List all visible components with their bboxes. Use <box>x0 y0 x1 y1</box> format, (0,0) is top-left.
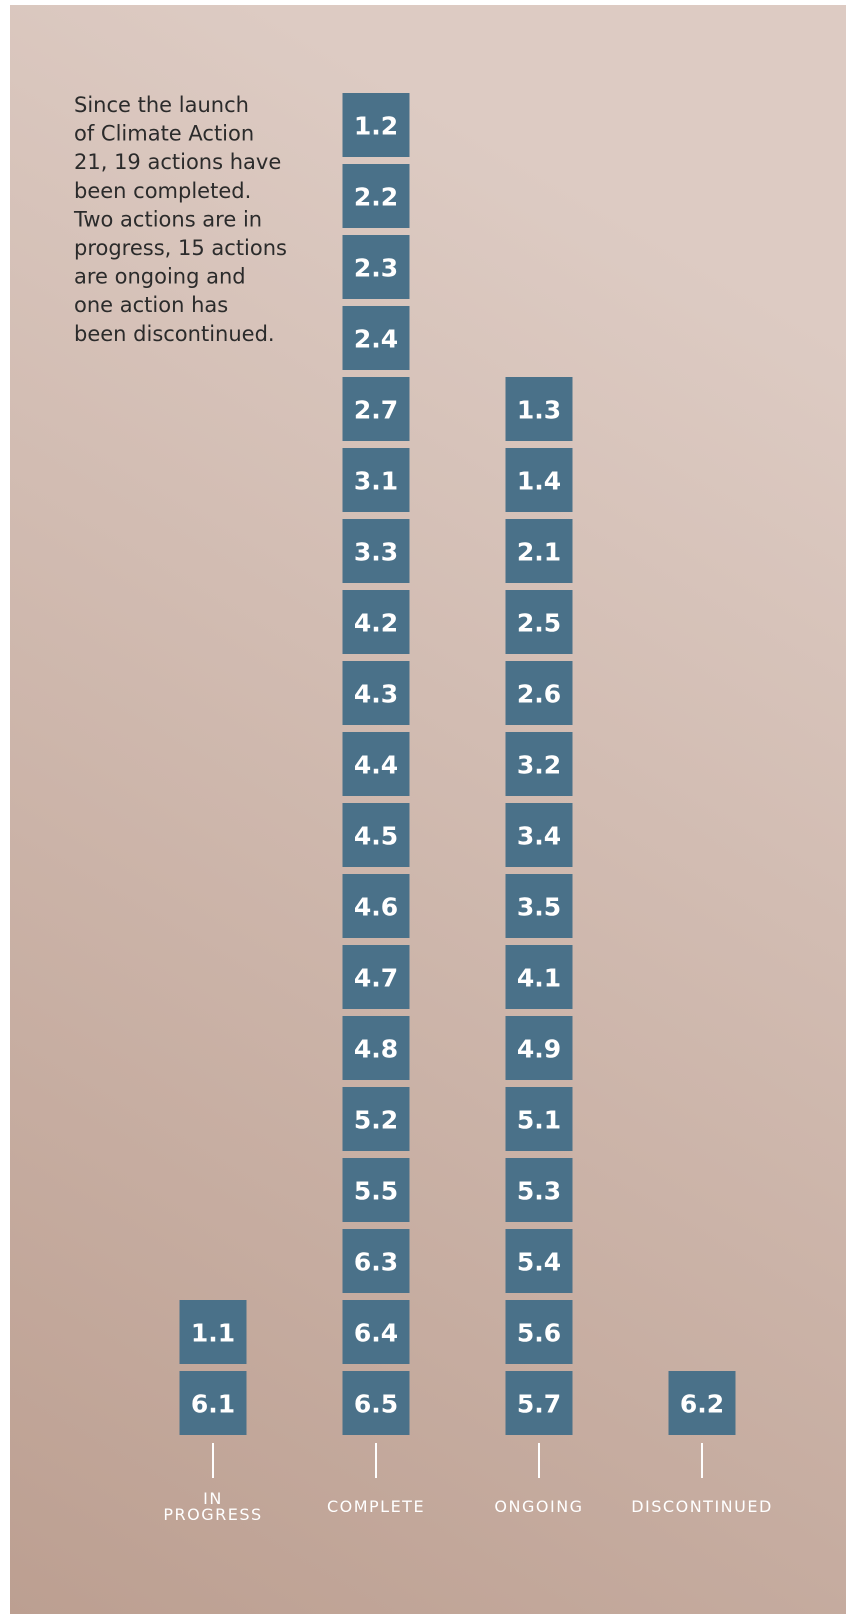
action-id: 5.5 <box>354 1177 398 1206</box>
action-id: 6.2 <box>680 1390 724 1419</box>
action-id: 4.9 <box>517 1035 561 1064</box>
action-box <box>342 803 410 867</box>
action-id: 3.2 <box>517 751 561 780</box>
action-box <box>342 732 410 796</box>
action-box <box>342 93 410 157</box>
action-box <box>505 874 573 938</box>
action-id: 1.2 <box>354 112 398 141</box>
action-id: 2.3 <box>354 254 398 283</box>
background <box>10 5 846 1614</box>
action-id: 4.6 <box>354 893 398 922</box>
action-id: 6.1 <box>191 1390 235 1419</box>
action-box <box>505 945 573 1009</box>
action-id: 2.7 <box>354 396 398 425</box>
description-line: one action has <box>74 293 228 317</box>
action-id: 4.3 <box>354 680 398 709</box>
action-id: 5.3 <box>517 1177 561 1206</box>
action-box <box>505 1229 573 1293</box>
action-box <box>342 306 410 370</box>
action-box <box>342 164 410 228</box>
action-box <box>505 1300 573 1364</box>
action-box <box>342 874 410 938</box>
description-line: are ongoing and <box>74 265 246 289</box>
description-line: of Climate Action <box>74 122 254 146</box>
action-box <box>505 519 573 583</box>
action-id: 4.1 <box>517 964 561 993</box>
action-id: 5.6 <box>517 1319 561 1348</box>
action-box <box>505 732 573 796</box>
action-box <box>505 1371 573 1435</box>
action-id: 5.1 <box>517 1106 561 1135</box>
action-box <box>342 1158 410 1222</box>
column-label: DISCONTINUED <box>631 1497 773 1516</box>
column-label: PROGRESS <box>163 1505 262 1524</box>
action-box <box>668 1371 736 1435</box>
action-box <box>342 1300 410 1364</box>
action-box <box>342 1371 410 1435</box>
action-box <box>505 803 573 867</box>
action-id: 2.1 <box>517 538 561 567</box>
action-box <box>342 448 410 512</box>
action-box <box>342 235 410 299</box>
action-box <box>342 519 410 583</box>
action-box <box>342 1087 410 1151</box>
action-id: 3.1 <box>354 467 398 496</box>
action-box <box>342 377 410 441</box>
action-id: 3.4 <box>517 822 561 851</box>
column-label: IN <box>203 1489 223 1508</box>
action-id: 4.2 <box>354 609 398 638</box>
action-id: 1.4 <box>517 467 561 496</box>
action-id: 1.3 <box>517 396 561 425</box>
action-id: 2.6 <box>517 680 561 709</box>
action-id: 2.4 <box>354 325 398 354</box>
action-box <box>505 377 573 441</box>
description-line: Two actions are in <box>73 207 262 231</box>
action-box <box>505 1158 573 1222</box>
action-id: 5.7 <box>517 1390 561 1419</box>
description-line: been discontinued. <box>74 322 275 346</box>
action-id: 1.1 <box>191 1319 235 1348</box>
description-line: progress, 15 actions <box>74 236 287 260</box>
action-id: 3.3 <box>354 538 398 567</box>
action-id: 4.4 <box>354 751 398 780</box>
action-box <box>505 1016 573 1080</box>
action-box <box>179 1300 247 1364</box>
action-id: 4.7 <box>354 964 398 993</box>
action-box <box>342 945 410 1009</box>
description-line: Since the launch <box>74 93 249 117</box>
action-id: 4.8 <box>354 1035 398 1064</box>
action-box <box>505 1087 573 1151</box>
description-line: been completed. <box>74 179 251 203</box>
action-id: 4.5 <box>354 822 398 851</box>
action-id: 5.2 <box>354 1106 398 1135</box>
description-line: 21, 19 actions have <box>74 150 281 174</box>
column-label: COMPLETE <box>327 1497 425 1516</box>
action-box <box>505 661 573 725</box>
action-box <box>505 448 573 512</box>
column-label: ONGOING <box>494 1497 583 1516</box>
action-id: 6.3 <box>354 1248 398 1277</box>
action-box <box>505 590 573 654</box>
action-id: 2.5 <box>517 609 561 638</box>
action-box <box>342 1016 410 1080</box>
action-id: 6.4 <box>354 1319 398 1348</box>
action-id: 3.5 <box>517 893 561 922</box>
action-id: 2.2 <box>354 183 398 212</box>
action-id: 6.5 <box>354 1390 398 1419</box>
action-id: 5.4 <box>517 1248 561 1277</box>
action-box <box>342 661 410 725</box>
action-box <box>342 1229 410 1293</box>
action-box <box>179 1371 247 1435</box>
action-box <box>342 590 410 654</box>
